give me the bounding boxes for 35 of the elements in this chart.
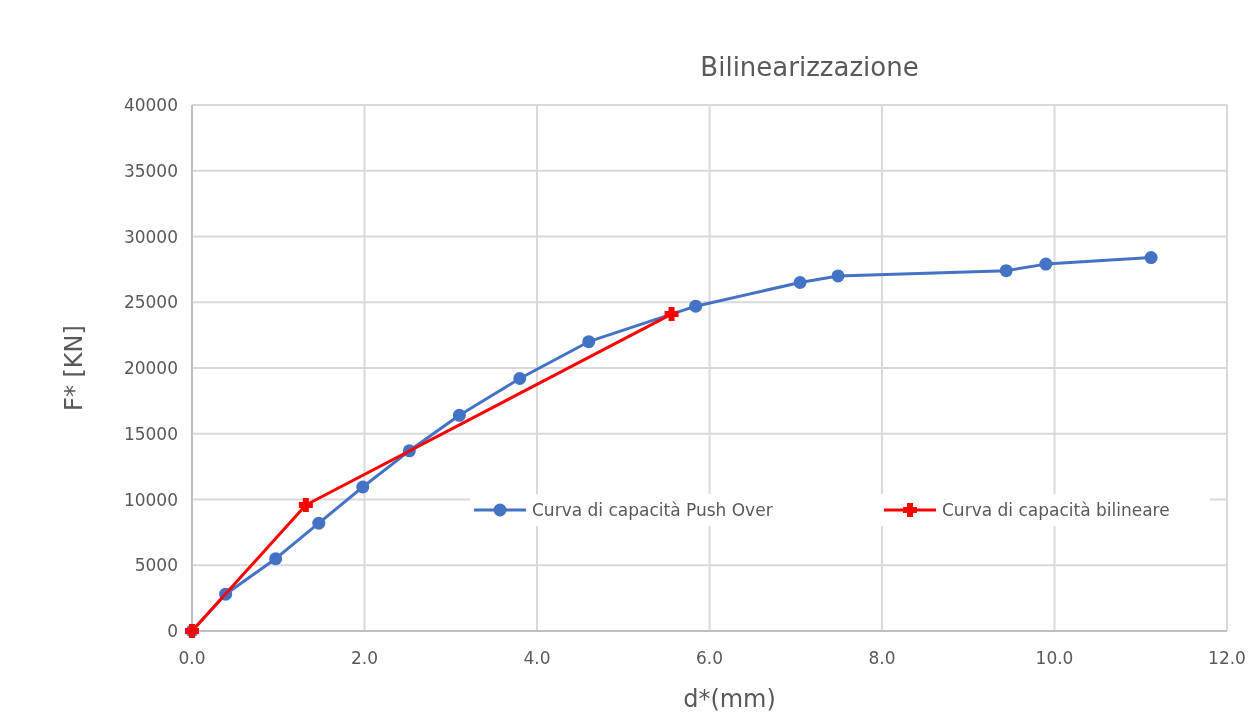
x-tick-label: 8.0 — [868, 648, 896, 668]
y-tick-label: 10000 — [123, 489, 178, 510]
y-tick-label: 40000 — [123, 95, 178, 115]
point — [664, 307, 679, 322]
point — [1039, 257, 1053, 271]
point — [312, 516, 326, 530]
y-tick-label: 25000 — [123, 292, 178, 313]
x-tick-label: 6.0 — [695, 648, 724, 668]
x-axis-title: d*(mm) — [683, 685, 776, 713]
point — [582, 335, 596, 349]
point — [513, 372, 527, 386]
point — [1144, 251, 1158, 265]
point — [298, 498, 313, 513]
y-tick-label: 5000 — [134, 555, 178, 576]
y-tick-label: 0 — [167, 621, 178, 641]
x-tick-label: 4.0 — [523, 648, 551, 668]
x-tick-label: 12.0 — [1208, 648, 1246, 668]
x-tick-label: 2.0 — [350, 648, 379, 668]
legend-label: Curva di capacità bilineare — [942, 500, 1170, 520]
point — [452, 408, 466, 422]
chart-title: Bilinearizzazione — [700, 52, 919, 82]
point — [689, 299, 703, 313]
x-tick-label: 0.0 — [178, 648, 206, 668]
point — [793, 276, 807, 290]
x-tick-label: 10.0 — [1035, 648, 1074, 668]
point — [269, 552, 283, 566]
y-tick-label: 20000 — [123, 358, 178, 378]
legend-label: Curva di capacità Push Over — [532, 500, 773, 520]
point — [999, 264, 1013, 278]
point — [356, 480, 370, 494]
y-tick-label: 35000 — [123, 160, 178, 181]
y-tick-label: 30000 — [123, 226, 178, 247]
point — [831, 269, 845, 283]
y-tick-label: 15000 — [123, 423, 178, 444]
y-axis-title: F* [KN] — [60, 325, 88, 411]
